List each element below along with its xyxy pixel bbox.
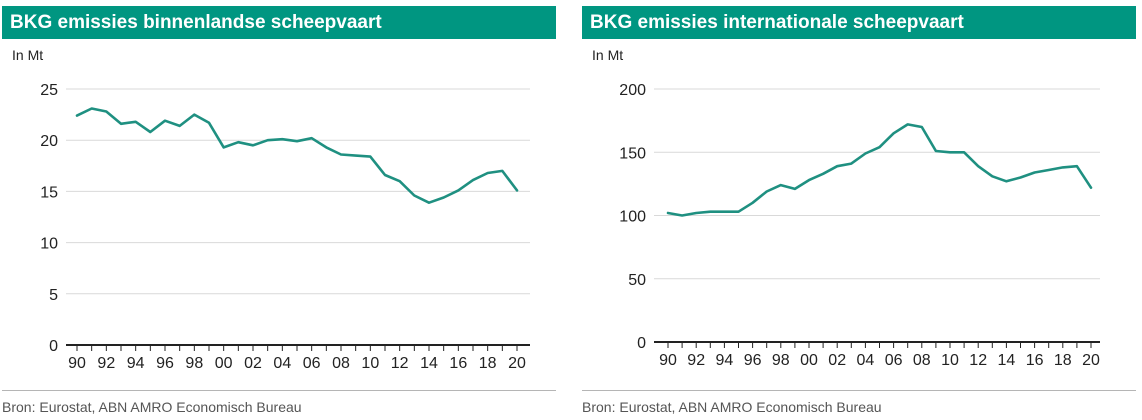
series-line — [666, 123, 1093, 217]
x-tick-label: 20 — [1082, 352, 1100, 369]
x-tick-label: 96 — [744, 352, 762, 369]
chart-panel-international: BKG emissies internationale scheepvaart … — [582, 0, 1136, 420]
x-tick-label: 10 — [361, 355, 379, 372]
source-divider — [582, 390, 1136, 391]
x-tick-label: 90 — [68, 355, 86, 372]
x-tick-label: 06 — [885, 352, 903, 369]
x-tick-label: 00 — [215, 355, 233, 372]
y-tick-label: 0 — [49, 338, 58, 355]
y-tick-label: 50 — [628, 272, 646, 289]
x-tick-label: 06 — [303, 355, 321, 372]
x-tick-label: 14 — [420, 355, 438, 372]
x-tick-label: 16 — [1026, 352, 1044, 369]
x-tick-label: 02 — [828, 352, 846, 369]
x-tick-label: 10 — [941, 352, 959, 369]
x-tick-label: 00 — [800, 352, 818, 369]
x-tick-label: 04 — [857, 352, 875, 369]
line-chart-international: 0 50 100 150 200 90 92 94 96 98 00 02 04 06 08 10 12 14 16… — [619, 82, 1100, 369]
x-tick-label: 02 — [244, 355, 262, 372]
y-tick-label: 15 — [40, 184, 58, 201]
source-note: Bron: Eurostat, ABN AMRO Economisch Bure… — [582, 399, 882, 415]
chart-title: BKG emissies internationale scheepvaart — [582, 6, 1136, 39]
x-tick-label: 18 — [479, 355, 497, 372]
y-axis-unit-label: In Mt — [592, 47, 624, 63]
y-tick-label: 100 — [619, 209, 646, 226]
x-tick-label: 08 — [913, 352, 931, 369]
x-tick-label: 98 — [185, 355, 203, 372]
chart-panel-domestic: BKG emissies binnenlandse scheepvaart In… — [2, 0, 556, 420]
chart-title: BKG emissies binnenlandse scheepvaart — [2, 6, 556, 39]
x-tick-label: 94 — [716, 352, 734, 369]
y-tick-label: 5 — [49, 287, 58, 304]
x-tick-label: 96 — [156, 355, 174, 372]
x-tick-label: 92 — [687, 352, 705, 369]
x-tick-label: 98 — [772, 352, 790, 369]
y-axis-unit-label: In Mt — [12, 47, 44, 63]
x-tick-label: 94 — [127, 355, 145, 372]
y-tick-label: 200 — [619, 82, 646, 99]
x-tick-label: 90 — [659, 352, 677, 369]
y-tick-label: 10 — [40, 236, 58, 253]
x-tick-label: 20 — [508, 355, 526, 372]
line-chart-domestic: 0 5 10 15 20 25 90 92 94 96 98 00 02 04 06 08 10 12 14 16 18… — [40, 82, 530, 372]
y-tick-label: 0 — [637, 335, 646, 352]
x-tick-label: 12 — [391, 355, 409, 372]
y-tick-label: 25 — [40, 82, 58, 99]
x-tick-label: 18 — [1054, 352, 1072, 369]
x-tick-label: 16 — [449, 355, 467, 372]
source-note: Bron: Eurostat, ABN AMRO Economisch Bure… — [2, 399, 302, 415]
series-line — [75, 107, 519, 204]
source-divider — [2, 390, 556, 391]
x-tick-label: 08 — [332, 355, 350, 372]
y-tick-label: 150 — [619, 145, 646, 162]
x-tick-label: 04 — [273, 355, 291, 372]
x-tick-label: 14 — [998, 352, 1016, 369]
x-tick-label: 12 — [969, 352, 987, 369]
y-tick-label: 20 — [40, 133, 58, 150]
x-tick-label: 92 — [97, 355, 115, 372]
